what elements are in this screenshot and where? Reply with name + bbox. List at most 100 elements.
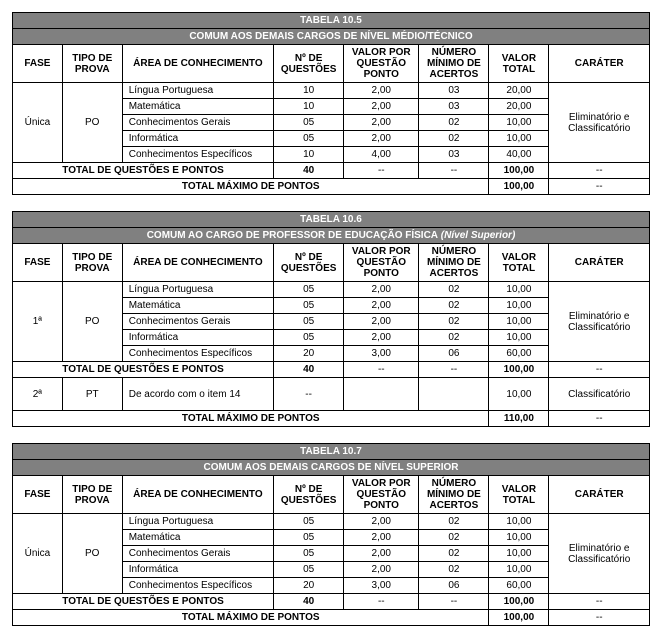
col-tipo: TIPO DE PROVA — [62, 45, 122, 83]
dash-cell: -- — [419, 362, 489, 378]
car-cell: Eliminatório e Classificatório — [549, 83, 650, 163]
nm-cell: 06 — [419, 346, 489, 362]
col-vt: VALOR TOTAL — [489, 244, 549, 282]
nm-cell: 03 — [419, 99, 489, 115]
table-number: TABELA 10.5 — [13, 13, 650, 29]
col-fase: FASE — [13, 45, 63, 83]
dash-cell: -- — [344, 362, 419, 378]
total-qp-row: TOTAL DE QUESTÕES E PONTOS40----100,00-- — [13, 362, 650, 378]
nq-cell: 10 — [274, 99, 344, 115]
col-area: ÁREA DE CONHECIMENTO — [122, 476, 273, 514]
fase-cell: 1ª — [13, 282, 63, 362]
nm-cell: 02 — [419, 562, 489, 578]
vp-cell: 2,00 — [344, 83, 419, 99]
total-qp-nq: 40 — [274, 163, 344, 179]
nq-cell: 05 — [274, 330, 344, 346]
nm-cell: 02 — [419, 330, 489, 346]
vt-cell: 60,00 — [489, 346, 549, 362]
nm-cell: 02 — [419, 298, 489, 314]
total-max-row: TOTAL MÁXIMO DE PONTOS100,00-- — [13, 610, 650, 626]
vp-cell: 2,00 — [344, 282, 419, 298]
col-nq: Nº DE QUESTÕES — [274, 244, 344, 282]
area-cell: Matemática — [122, 530, 273, 546]
table-row: ÚnicaPOLíngua Portuguesa052,000210,00Eli… — [13, 514, 650, 530]
nm-cell: 02 — [419, 282, 489, 298]
nq-cell: 05 — [274, 282, 344, 298]
area-cell: Conhecimentos Específicos — [122, 147, 273, 163]
nq-cell: 10 — [274, 83, 344, 99]
area-cell: Conhecimentos Gerais — [122, 546, 273, 562]
area-cell: Conhecimentos Específicos — [122, 346, 273, 362]
total-qp-vt: 100,00 — [489, 163, 549, 179]
area-cell: Matemática — [122, 99, 273, 115]
table-row: 1ªPOLíngua Portuguesa052,000210,00Elimin… — [13, 282, 650, 298]
vp-cell: 2,00 — [344, 314, 419, 330]
total-max-label: TOTAL MÁXIMO DE PONTOS — [13, 411, 489, 427]
col-nq: Nº DE QUESTÕES — [274, 476, 344, 514]
total-qp-nq: 40 — [274, 362, 344, 378]
total-qp-nq: 40 — [274, 594, 344, 610]
vp-cell: 2,00 — [344, 330, 419, 346]
vt-cell: 10,00 — [489, 330, 549, 346]
fase-cell: 2ª — [13, 378, 63, 411]
area-cell: Matemática — [122, 298, 273, 314]
table-number: TABELA 10.6 — [13, 212, 650, 228]
col-nm: NÚMERO MÍNIMO DE ACERTOS — [419, 476, 489, 514]
col-vt: VALOR TOTAL — [489, 45, 549, 83]
nq-cell: 05 — [274, 115, 344, 131]
area-cell: Língua Portuguesa — [122, 514, 273, 530]
dash-cell: -- — [549, 594, 650, 610]
vt-cell: 40,00 — [489, 147, 549, 163]
vp-cell: 2,00 — [344, 115, 419, 131]
fase-cell: Única — [13, 83, 63, 163]
nq-cell: 05 — [274, 546, 344, 562]
total-qp-label: TOTAL DE QUESTÕES E PONTOS — [13, 594, 274, 610]
area-cell: Conhecimentos Gerais — [122, 115, 273, 131]
table-number: TABELA 10.7 — [13, 444, 650, 460]
nm-cell: 02 — [419, 514, 489, 530]
t107: TABELA 10.7COMUM AOS DEMAIS CARGOS DE NÍ… — [12, 443, 650, 626]
header-row: FASETIPO DE PROVAÁREA DE CONHECIMENTONº … — [13, 244, 650, 282]
col-area: ÁREA DE CONHECIMENTO — [122, 244, 273, 282]
dash-cell: -- — [344, 163, 419, 179]
vp-cell: 2,00 — [344, 530, 419, 546]
total-qp-row: TOTAL DE QUESTÕES E PONTOS40----100,00-- — [13, 163, 650, 179]
area-cell: Língua Portuguesa — [122, 282, 273, 298]
vp-cell — [344, 378, 419, 411]
col-area: ÁREA DE CONHECIMENTO — [122, 45, 273, 83]
vp-cell: 2,00 — [344, 546, 419, 562]
vp-cell: 2,00 — [344, 298, 419, 314]
col-nm: NÚMERO MÍNIMO DE ACERTOS — [419, 45, 489, 83]
col-vp: VALOR POR QUESTÃO PONTO — [344, 45, 419, 83]
vt-cell: 10,00 — [489, 378, 549, 411]
nm-cell: 03 — [419, 83, 489, 99]
col-tipo: TIPO DE PROVA — [62, 244, 122, 282]
vt-cell: 10,00 — [489, 115, 549, 131]
nq-cell: 05 — [274, 562, 344, 578]
total-max-row: TOTAL MÁXIMO DE PONTOS110,00-- — [13, 411, 650, 427]
nm-cell: 02 — [419, 530, 489, 546]
nm-cell: 02 — [419, 131, 489, 147]
area-cell: Língua Portuguesa — [122, 83, 273, 99]
nq-cell: 05 — [274, 514, 344, 530]
t105: TABELA 10.5COMUM AOS DEMAIS CARGOS DE NÍ… — [12, 12, 650, 195]
vt-cell: 10,00 — [489, 314, 549, 330]
total-max-vt: 100,00 — [489, 179, 549, 195]
vp-cell: 2,00 — [344, 99, 419, 115]
vp-cell: 2,00 — [344, 131, 419, 147]
table-row: ÚnicaPOLíngua Portuguesa102,000320,00Eli… — [13, 83, 650, 99]
nm-cell: 02 — [419, 314, 489, 330]
vp-cell: 2,00 — [344, 562, 419, 578]
area-cell: De acordo com o item 14 — [122, 378, 273, 411]
nq-cell: 05 — [274, 314, 344, 330]
vt-cell: 10,00 — [489, 514, 549, 530]
total-qp-label: TOTAL DE QUESTÕES E PONTOS — [13, 163, 274, 179]
vt-cell: 10,00 — [489, 530, 549, 546]
tipo-cell: PO — [62, 282, 122, 362]
total-max-label: TOTAL MÁXIMO DE PONTOS — [13, 179, 489, 195]
col-fase: FASE — [13, 244, 63, 282]
total-max-vt: 110,00 — [489, 411, 549, 427]
car-cell: Eliminatório e Classificatório — [549, 282, 650, 362]
vp-cell: 2,00 — [344, 514, 419, 530]
t106: TABELA 10.6COMUM AO CARGO DE PROFESSOR D… — [12, 211, 650, 427]
